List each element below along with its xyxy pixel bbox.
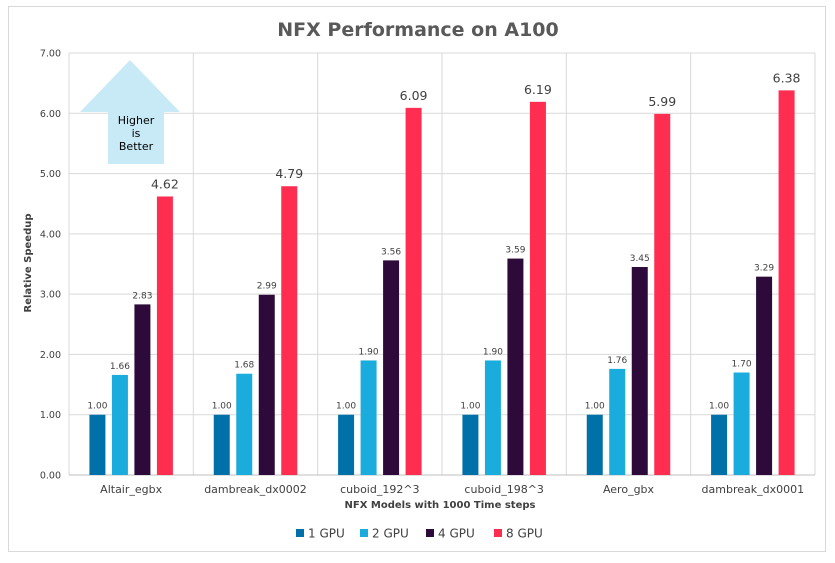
callout-line-higher: Higher xyxy=(118,114,155,127)
up-arrow-icon xyxy=(80,60,180,164)
bar xyxy=(756,276,773,475)
bar-data-label: 2.99 xyxy=(257,282,277,292)
gridlines xyxy=(68,52,816,476)
legend-label: 4 GPU xyxy=(438,527,475,541)
bar xyxy=(711,414,728,475)
x-axis-title: NFX Models with 1000 Time steps xyxy=(345,500,536,511)
bar xyxy=(609,368,626,475)
y-tick-label: 5.00 xyxy=(40,169,61,180)
bar xyxy=(360,360,377,475)
bar xyxy=(586,414,603,475)
legend: 1 GPU 2 GPU 4 GPU 8 GPU xyxy=(296,527,543,541)
bar xyxy=(111,374,128,475)
x-category-label: dambreak_dx0002 xyxy=(204,483,307,496)
bar-data-label: 3.56 xyxy=(381,247,401,257)
y-tick-label: 4.00 xyxy=(40,229,61,240)
bar xyxy=(213,414,230,475)
bar-data-label: 5.99 xyxy=(648,94,676,109)
y-tick-label: 3.00 xyxy=(40,290,61,301)
bar xyxy=(529,101,546,476)
callout-line-better: Better xyxy=(119,140,154,153)
y-tick-label: 1.00 xyxy=(40,410,61,421)
y-tick-label: 7.00 xyxy=(40,49,61,60)
bar-data-label: 1.90 xyxy=(359,347,379,357)
bar xyxy=(631,267,648,475)
legend-swatch xyxy=(494,529,502,537)
bar xyxy=(281,186,298,475)
bar-data-label: 1.00 xyxy=(212,402,232,412)
y-tick-label: 2.00 xyxy=(40,350,61,361)
bar xyxy=(484,360,501,475)
x-category-label: cuboid_198^3 xyxy=(464,483,543,496)
bar-data-label: 3.29 xyxy=(754,264,774,274)
bar-data-label: 1.00 xyxy=(336,402,356,412)
bar xyxy=(733,372,750,475)
x-axis-categories: Altair_egbx dambreak_dx0002 cuboid_192^3 cu… xyxy=(100,483,804,496)
y-axis-ticks: 0.00 1.00 2.00 3.00 4.00 5.00 6.00 7.00 xyxy=(40,49,61,482)
callout-line-is: is xyxy=(132,127,141,140)
bar-data-label: 1.76 xyxy=(607,356,627,366)
bar xyxy=(89,414,106,475)
bar-data-label: 4.79 xyxy=(275,166,303,181)
legend-swatch xyxy=(360,529,368,537)
y-tick-label: 6.00 xyxy=(40,109,61,120)
bar xyxy=(258,294,275,475)
y-axis-title: Relative Speedup xyxy=(23,213,34,312)
x-category-label: dambreak_dx0001 xyxy=(702,483,805,496)
bar xyxy=(383,260,400,475)
legend-label: 8 GPU xyxy=(506,527,543,541)
bar-data-label: 1.00 xyxy=(87,402,107,412)
bar xyxy=(156,196,173,476)
legend-label: 1 GPU xyxy=(308,527,345,541)
bar-data-label: 6.19 xyxy=(524,82,552,97)
bar-data-label: 1.66 xyxy=(110,362,130,372)
bar-data-label: 2.83 xyxy=(132,291,152,301)
y-tick-label: 0.00 xyxy=(40,471,61,482)
bar-data-label: 4.62 xyxy=(151,176,179,191)
bar-data-label: 1.00 xyxy=(585,402,605,412)
x-category-label: cuboid_192^3 xyxy=(340,483,419,496)
bar-data-label: 1.68 xyxy=(234,361,254,371)
legend-label: 2 GPU xyxy=(372,527,409,541)
bar xyxy=(462,414,479,475)
bar-data-label: 1.90 xyxy=(483,347,503,357)
legend-swatch xyxy=(296,529,304,537)
bar xyxy=(507,258,524,475)
higher-is-better-callout: Higher is Better xyxy=(80,60,180,164)
data-labels: 1.00 1.66 2.83 4.62 1.00 1.68 2.99 4.79 1.00 1.90… xyxy=(87,70,800,411)
x-category-label: Aero_gbx xyxy=(603,483,655,496)
bar-data-label: 6.09 xyxy=(400,88,428,103)
bars xyxy=(89,90,795,476)
bar-data-label: 1.00 xyxy=(460,402,480,412)
bar xyxy=(778,90,795,476)
x-category-label: Altair_egbx xyxy=(100,483,162,496)
bar-data-label: 1.70 xyxy=(732,360,752,370)
bar-data-label: 3.59 xyxy=(505,246,525,256)
bar-data-label: 6.38 xyxy=(773,70,801,85)
bar xyxy=(654,113,671,475)
bar xyxy=(405,107,422,476)
bar-data-label: 1.00 xyxy=(709,402,729,412)
bar xyxy=(338,414,355,475)
bar xyxy=(236,373,253,475)
bar xyxy=(134,304,151,475)
chart-title: NFX Performance on A100 xyxy=(277,19,558,41)
legend-swatch xyxy=(426,529,434,537)
bar-data-label: 3.45 xyxy=(630,254,650,264)
